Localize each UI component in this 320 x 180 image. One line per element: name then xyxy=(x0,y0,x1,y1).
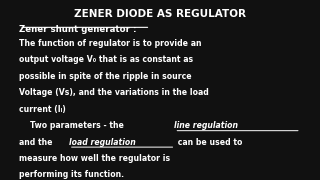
Text: current (Iₗ): current (Iₗ) xyxy=(19,105,66,114)
Text: Voltage (Vs), and the variations in the load: Voltage (Vs), and the variations in the … xyxy=(19,88,209,97)
Text: load regulation: load regulation xyxy=(69,138,136,147)
Text: performing its function.: performing its function. xyxy=(19,170,124,179)
Text: and the: and the xyxy=(19,138,55,147)
Text: measure how well the regulator is: measure how well the regulator is xyxy=(19,154,170,163)
Text: output voltage V₀ that is as constant as: output voltage V₀ that is as constant as xyxy=(19,55,193,64)
Text: Two parameters - the: Two parameters - the xyxy=(19,121,127,130)
Text: line regulation: line regulation xyxy=(174,121,238,130)
Text: Zener shunt generator :: Zener shunt generator : xyxy=(19,25,137,34)
Text: ZENER DIODE AS REGULATOR: ZENER DIODE AS REGULATOR xyxy=(74,9,246,19)
Text: possible in spite of the ripple in source: possible in spite of the ripple in sourc… xyxy=(19,72,192,81)
Text: can be used to: can be used to xyxy=(175,138,243,147)
Text: The function of regulator is to provide an: The function of regulator is to provide … xyxy=(19,39,202,48)
